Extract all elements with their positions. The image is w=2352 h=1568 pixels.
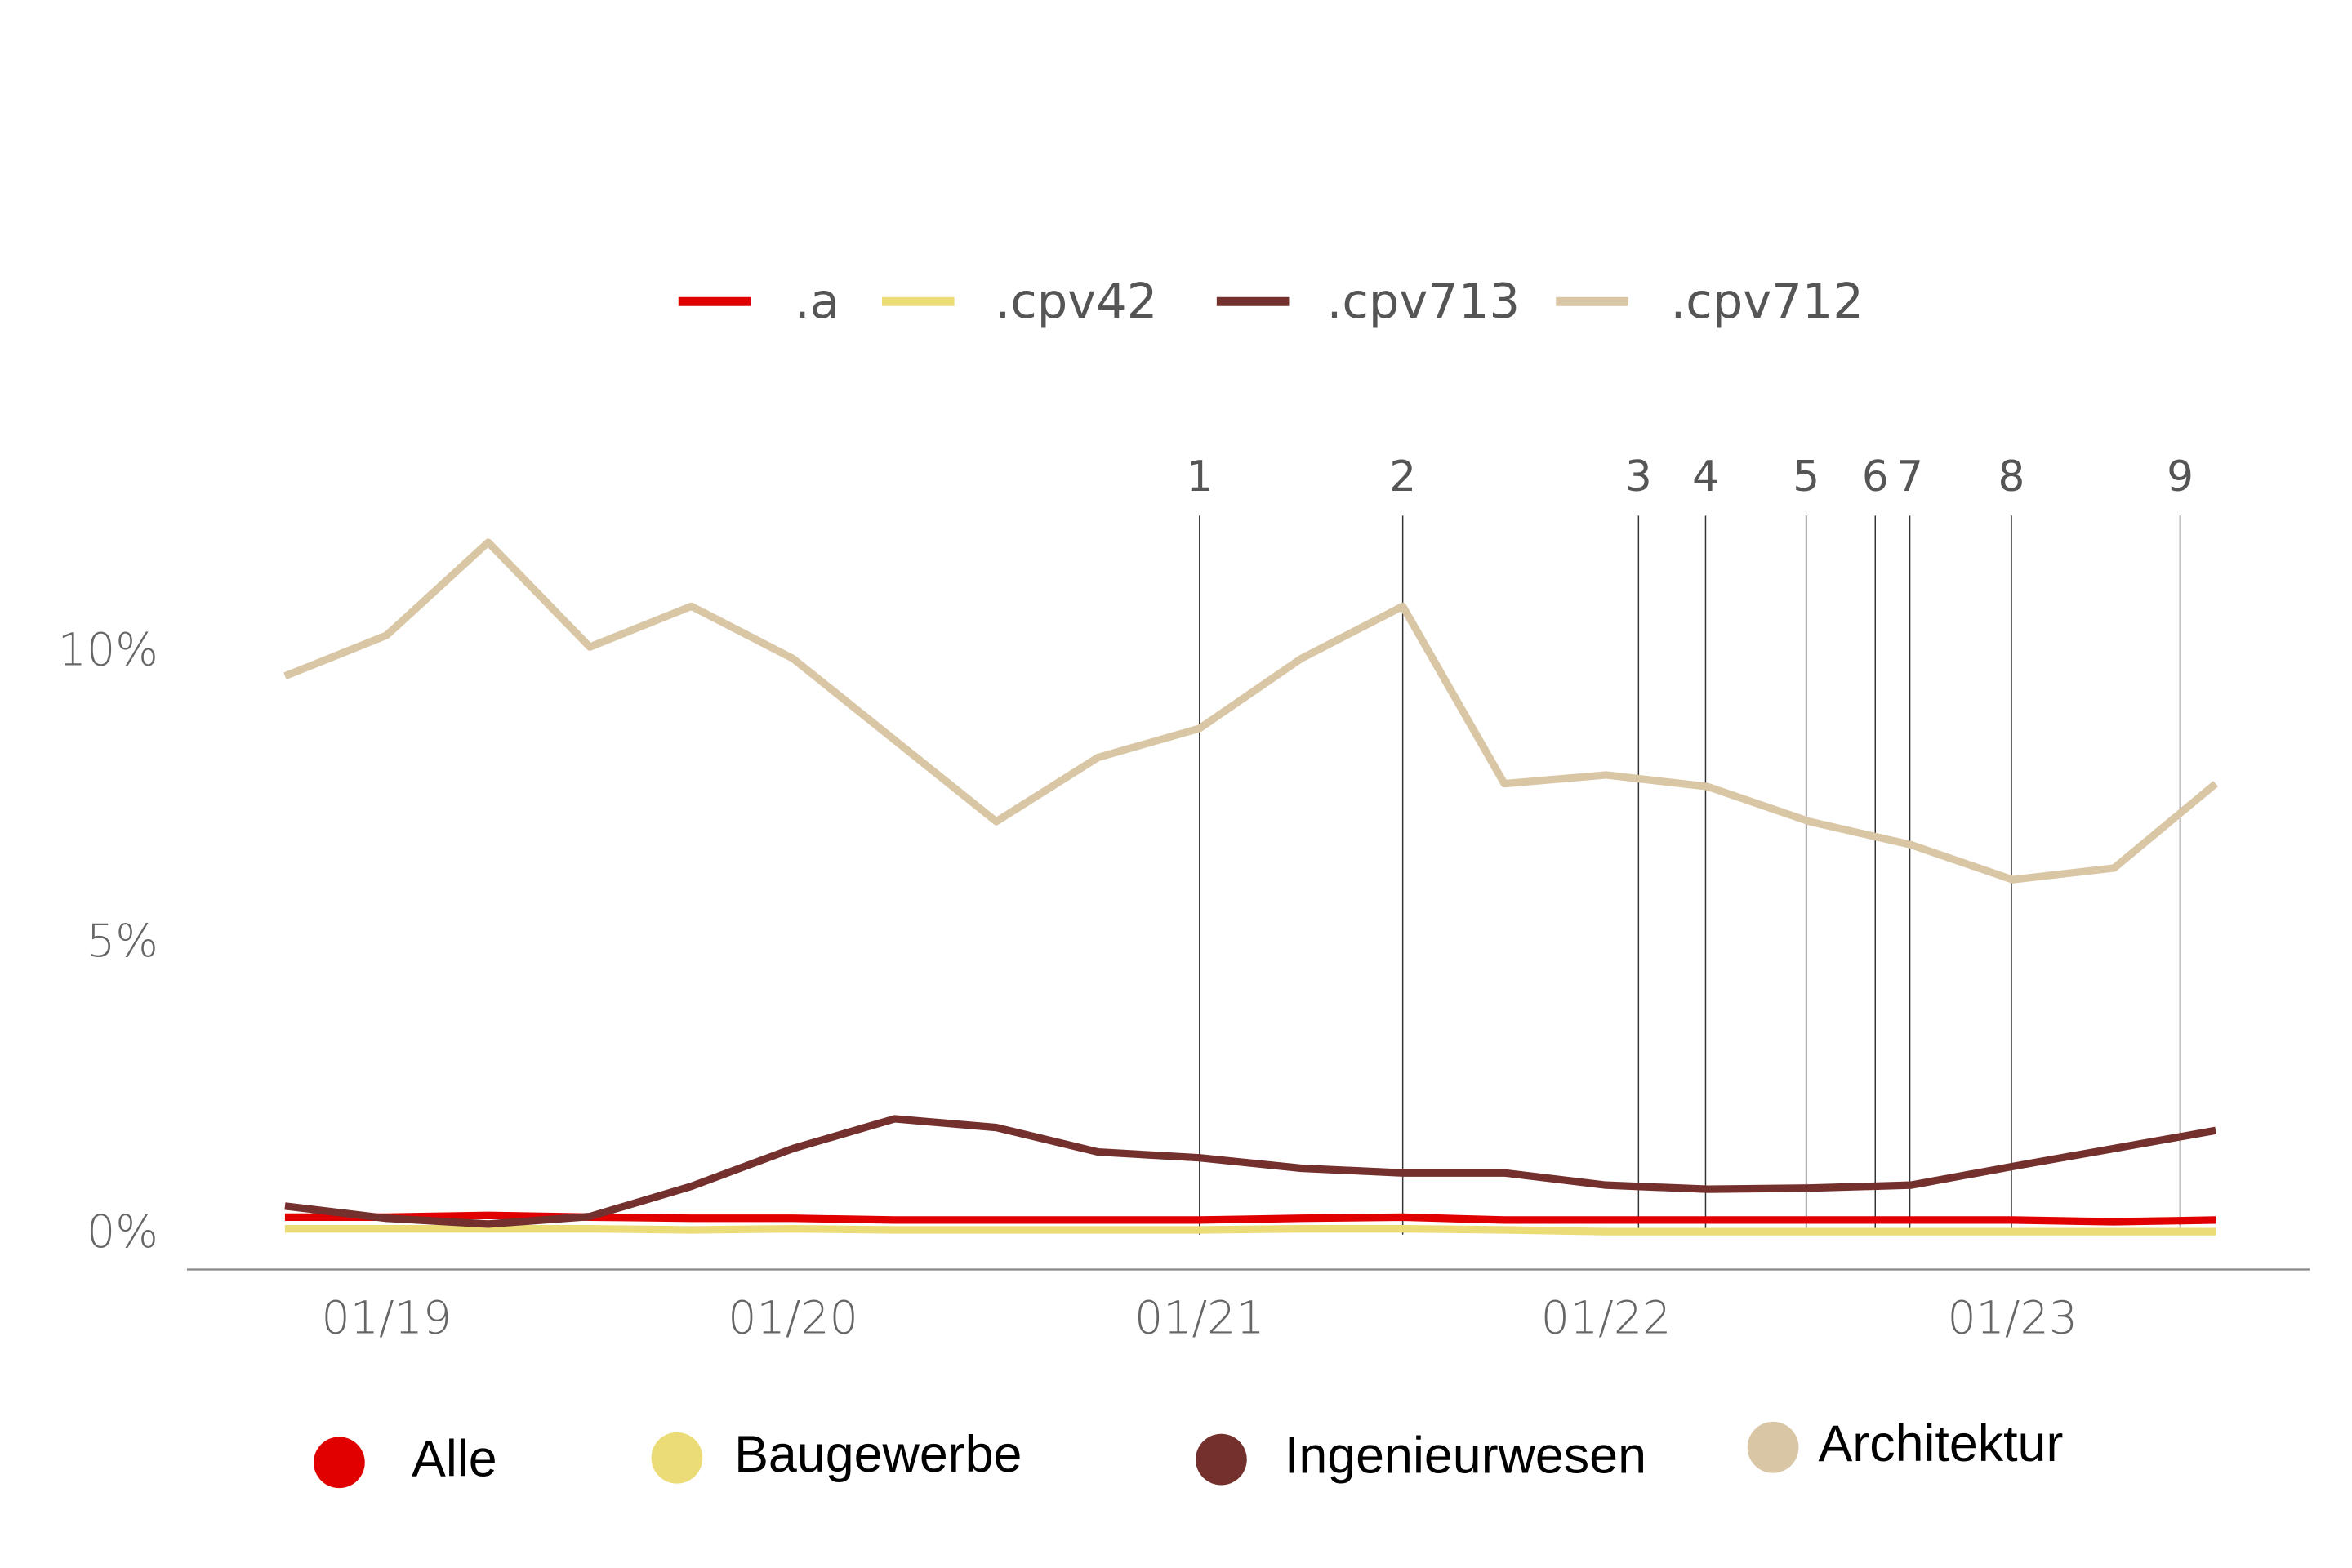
annotation-label: 6 xyxy=(1862,452,1889,501)
legend-label: Architektur xyxy=(1818,1415,2063,1472)
legend-dot xyxy=(314,1437,365,1489)
series-line xyxy=(284,1224,2216,1236)
legend-label: .cpv42 xyxy=(995,273,1157,329)
annotation-label: 1 xyxy=(1186,452,1213,501)
annotation-label: 9 xyxy=(2167,452,2194,501)
annotation-label: 3 xyxy=(1625,452,1652,501)
x-tick-label: 01/22 xyxy=(1541,1292,1672,1344)
annotation-label: 4 xyxy=(1692,452,1719,501)
x-tick-label: 01/20 xyxy=(728,1292,858,1344)
y-tick-label: 10% xyxy=(58,625,158,677)
legend-dot xyxy=(1196,1433,1247,1486)
y-tick-label: 0% xyxy=(87,1206,158,1258)
x-tick-label: 01/19 xyxy=(322,1292,452,1344)
annotation-label: 7 xyxy=(1896,452,1923,501)
annotation-label: 8 xyxy=(1998,452,2025,501)
legend-label: .cpv713 xyxy=(1327,273,1520,329)
series-line xyxy=(284,1211,2216,1226)
legend-label: Baugewerbe xyxy=(734,1426,1022,1483)
series-line xyxy=(284,1115,2216,1228)
series-line xyxy=(283,538,2219,884)
legend-dot xyxy=(651,1432,703,1484)
legend-label: .cpv712 xyxy=(1671,273,1864,329)
x-tick-label: 01/21 xyxy=(1134,1292,1265,1344)
x-tick-label: 01/23 xyxy=(1947,1292,2078,1344)
legend-label: .a xyxy=(795,273,840,329)
annotation-label: 2 xyxy=(1389,452,1416,501)
legend-dot xyxy=(1747,1421,1799,1473)
legend-label: Ingenieurwesen xyxy=(1285,1428,1646,1485)
legend-label: Alle xyxy=(412,1430,497,1487)
annotation-label: 5 xyxy=(1793,452,1820,501)
y-tick-label: 5% xyxy=(87,915,158,968)
